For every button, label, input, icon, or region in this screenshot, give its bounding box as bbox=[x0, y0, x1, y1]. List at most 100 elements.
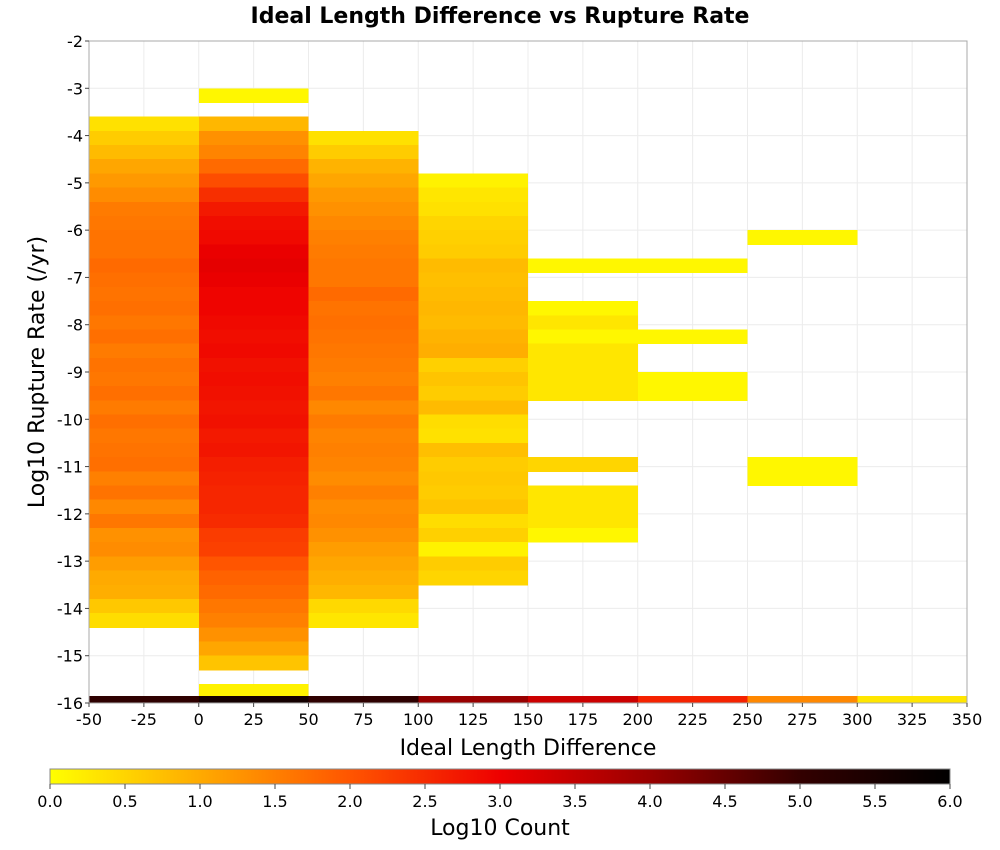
colorbar bbox=[49, 768, 951, 785]
heatmap-cell bbox=[89, 528, 199, 543]
heatmap-cell bbox=[528, 315, 638, 330]
heatmap-cell bbox=[308, 244, 419, 260]
heatmap-cell bbox=[418, 528, 528, 543]
y-tick-label: -6 bbox=[67, 221, 83, 240]
colorbar-tick-label: 5.5 bbox=[862, 792, 887, 811]
heatmap-cell bbox=[198, 528, 309, 543]
heatmap-cell bbox=[198, 471, 309, 486]
colorbar-tick-label: 1.5 bbox=[262, 792, 287, 811]
heatmap-cell bbox=[89, 570, 199, 586]
heatmap-cell bbox=[528, 301, 638, 316]
heatmap-cell bbox=[89, 244, 199, 260]
heatmap-cell bbox=[308, 528, 419, 543]
heatmap-cell bbox=[198, 556, 309, 572]
heatmap-cell bbox=[418, 215, 528, 231]
heatmap-cell bbox=[747, 471, 858, 486]
colorbar-tick-label: 0.0 bbox=[37, 792, 62, 811]
heatmap-cell bbox=[418, 499, 528, 515]
heatmap-cell bbox=[418, 695, 528, 703]
heatmap-cell bbox=[637, 372, 748, 387]
heatmap-cell bbox=[418, 485, 528, 501]
colorbar-label: Log10 Count bbox=[430, 816, 570, 841]
heatmap-cell bbox=[198, 244, 309, 260]
heatmap-cell bbox=[308, 258, 419, 274]
heatmap-cell bbox=[198, 215, 309, 231]
heatmap-cell bbox=[308, 187, 419, 203]
heatmap-cell bbox=[308, 357, 419, 373]
x-tick-label: 175 bbox=[568, 710, 599, 729]
heatmap-cell bbox=[308, 386, 419, 401]
heatmap-cell bbox=[198, 173, 309, 189]
heatmap-cell bbox=[308, 428, 419, 444]
heatmap-cell bbox=[308, 414, 419, 430]
heatmap-cell bbox=[198, 201, 309, 217]
heatmap-cell bbox=[637, 329, 748, 345]
heatmap-cell bbox=[418, 301, 528, 316]
heatmap-cell bbox=[418, 272, 528, 288]
heatmap-cell bbox=[637, 695, 748, 703]
y-tick-label: -5 bbox=[67, 174, 83, 193]
heatmap-cell bbox=[89, 542, 199, 557]
heatmap-cell bbox=[198, 457, 309, 472]
heatmap-cell bbox=[308, 215, 419, 231]
x-tick-label: 75 bbox=[353, 710, 373, 729]
heatmap-cell bbox=[198, 386, 309, 401]
heatmap-cell bbox=[528, 258, 638, 274]
heatmap-cell bbox=[89, 485, 199, 501]
x-tick-label: 100 bbox=[403, 710, 434, 729]
y-tick-label: -11 bbox=[57, 458, 83, 477]
heatmap-cell bbox=[198, 301, 309, 316]
heatmap-cell bbox=[89, 513, 199, 529]
heatmap-cell bbox=[89, 329, 199, 345]
heatmap-cell bbox=[198, 485, 309, 501]
colorbar-tick-label: 2.5 bbox=[412, 792, 437, 811]
heatmap-cell bbox=[308, 230, 419, 245]
y-tick-label: -14 bbox=[57, 599, 83, 618]
heatmap-cell bbox=[418, 442, 528, 458]
heatmap-cell bbox=[308, 598, 419, 614]
x-tick-label: -50 bbox=[76, 710, 102, 729]
heatmap-cell bbox=[528, 499, 638, 515]
heatmap-cell bbox=[308, 400, 419, 416]
x-tick-label: 300 bbox=[842, 710, 873, 729]
heatmap-cell bbox=[528, 528, 638, 543]
heatmap-cell bbox=[308, 329, 419, 345]
heatmap-cell bbox=[747, 457, 858, 472]
heatmap-cell bbox=[308, 695, 419, 703]
y-tick-label: -7 bbox=[67, 268, 83, 287]
heatmap-cell bbox=[89, 343, 199, 359]
heatmap-cell bbox=[198, 400, 309, 416]
heatmap-cell bbox=[308, 513, 419, 529]
heatmap-cell bbox=[89, 187, 199, 203]
heatmap-cell bbox=[528, 457, 638, 472]
heatmap-cell bbox=[418, 471, 528, 486]
heatmap-cell bbox=[528, 357, 638, 373]
heatmap-cell bbox=[89, 613, 199, 628]
heatmap-cell bbox=[528, 695, 638, 703]
heatmap-cell bbox=[308, 145, 419, 160]
heatmap-cell bbox=[89, 556, 199, 572]
x-tick-label: 350 bbox=[952, 710, 983, 729]
heatmap-cell bbox=[308, 343, 419, 359]
heatmap-cell bbox=[418, 357, 528, 373]
heatmap-cell bbox=[198, 695, 309, 703]
heatmap-cell bbox=[418, 372, 528, 387]
x-tick-label: 200 bbox=[622, 710, 653, 729]
colorbar-tick-label: 5.0 bbox=[787, 792, 812, 811]
heatmap-cell bbox=[637, 386, 748, 401]
heatmap-cell bbox=[308, 485, 419, 501]
x-tick-label: 225 bbox=[677, 710, 708, 729]
heatmap-cell bbox=[198, 130, 309, 146]
heatmap-cell bbox=[198, 258, 309, 274]
heatmap-cell bbox=[89, 159, 199, 174]
heatmap-cells bbox=[89, 88, 967, 703]
colorbar-tick-label: 0.5 bbox=[112, 792, 137, 811]
heatmap-cell bbox=[418, 258, 528, 274]
heatmap-cell bbox=[308, 542, 419, 557]
heatmap-cell bbox=[418, 230, 528, 245]
heatmap-cell bbox=[89, 230, 199, 245]
x-tick-label: -25 bbox=[131, 710, 157, 729]
heatmap-cell bbox=[198, 88, 309, 103]
heatmap-cell bbox=[308, 130, 419, 146]
